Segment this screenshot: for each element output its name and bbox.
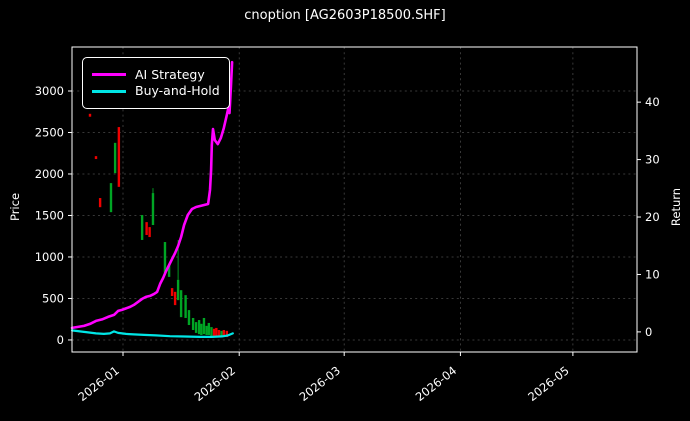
chart-title: cnoption [AG2603P18500.SHF] [244,8,446,23]
return-tick-label: 30 [645,153,660,167]
return-tick-label: 40 [645,95,660,109]
x-tick-label: 2026-05 [525,363,571,404]
plot-border [71,46,638,353]
buy-and-hold-line [70,329,234,338]
ai-strategy-label: AI Strategy [135,66,205,82]
price-tick-label: 2000 [35,167,64,181]
return-tick-label: 0 [645,325,652,339]
price-tick-label: 1500 [35,208,64,222]
x-tick-label: 2026-03 [297,363,343,404]
axis-tick-labels: 0 500 1000 1500 2000 2500 3000 0 10 20 30 40 2026-01… [35,84,660,404]
x-tick-label: 2026-01 [75,363,121,404]
legend-item-ai-strategy: AI Strategy [83,66,229,82]
candlestick-series [88,113,229,338]
ai-strategy-line [70,60,234,330]
price-tick-label: 0 [57,333,64,347]
return-tick-label: 20 [645,210,660,224]
price-tick-label: 1000 [35,250,64,264]
price-tick-label: 3000 [35,84,64,98]
price-tick-label: 2500 [35,125,64,139]
return-tick-label: 10 [645,267,660,281]
return-axis-label: Return [669,187,683,227]
x-tick-label: 2026-02 [192,363,238,404]
legend: AI Strategy Buy-and-Hold [82,57,230,109]
ai-strategy-swatch [92,73,126,77]
buy-and-hold-label: Buy-and-Hold [135,83,220,98]
buy-and-hold-swatch [92,89,126,93]
legend-item-buy-and-hold: Buy-and-Hold [83,83,229,98]
x-tick-label: 2026-04 [413,363,459,404]
axis-ticks [68,90,641,356]
price-axis-label: Price [8,192,22,222]
price-tick-label: 500 [42,291,64,305]
